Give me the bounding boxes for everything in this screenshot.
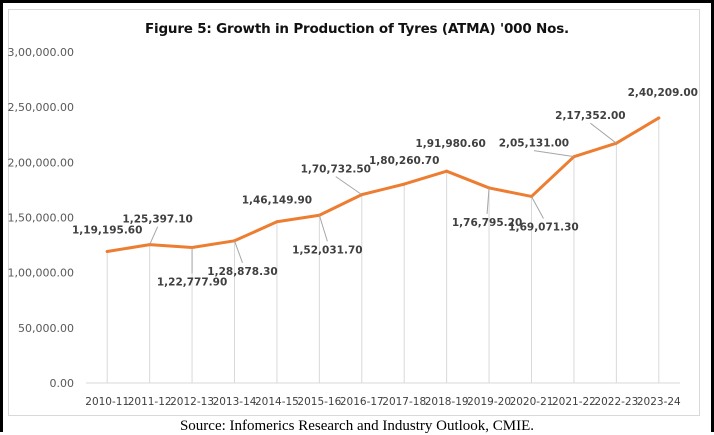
x-axis: 2010-112011-122012-132013-142014-152015-…	[85, 396, 681, 408]
leader-line	[590, 122, 617, 144]
leader-line	[318, 215, 328, 242]
x-tick-label: 2019-20	[467, 396, 511, 408]
y-tick-label: 2,50,000.00	[8, 101, 74, 114]
x-tick-label: 2014-15	[255, 396, 299, 408]
data-label: 2,40,209.00	[628, 87, 698, 99]
x-tick-label: 2020-21	[510, 396, 554, 408]
data-point	[402, 182, 406, 186]
y-tick-label: 2,00,000.00	[8, 156, 74, 169]
x-tick-label: 2021-22	[552, 396, 596, 408]
leader-lines	[149, 122, 617, 274]
data-label: 1,25,397.10	[122, 214, 192, 226]
series-line	[105, 116, 661, 253]
x-tick-label: 2016-17	[340, 396, 384, 408]
leader-line	[149, 226, 159, 245]
y-tick-label: 3,00,000.00	[8, 46, 74, 59]
chart-title: Figure 5: Growth in Production of Tyres …	[145, 21, 569, 37]
x-tick-label: 2012-13	[170, 396, 214, 408]
data-label: 2,05,131.00	[499, 138, 569, 150]
x-tick-label: 2022-23	[594, 396, 638, 408]
data-point	[657, 116, 661, 120]
x-tick-label: 2011-12	[128, 396, 172, 408]
leader-line	[533, 150, 575, 158]
data-point	[105, 249, 109, 253]
source-note: Source: Infomerics Research and Industry…	[179, 418, 535, 434]
data-label: 1,28,878.30	[207, 266, 277, 278]
series-production	[105, 116, 661, 253]
chart-area	[8, 9, 700, 416]
data-label: 1,46,149.90	[242, 195, 312, 207]
y-tick-label: 1,00,000.00	[8, 267, 74, 280]
y-tick-label: 0.00	[50, 377, 75, 390]
leader-line	[531, 196, 544, 219]
y-tick-label: 1,50,000.00	[8, 212, 74, 225]
leader-line	[335, 176, 363, 196]
data-label: 1,76,795.20	[452, 217, 522, 229]
data-labels: 1,19,195.601,25,397.10 1,22,777.901,28,87…	[72, 87, 698, 289]
x-tick-label: 2010-11	[85, 396, 129, 408]
leader-line	[486, 187, 490, 214]
y-axis: 0.00 50,000.00 1,00,000.00 1,50,000.00 2,00,…	[8, 46, 74, 390]
data-label: 1,19,195.60	[72, 224, 142, 236]
data-label: 2,17,352.00	[555, 110, 625, 122]
x-tick-label: 2017-18	[382, 396, 426, 408]
data-label: 1,52,031.70	[292, 244, 362, 256]
x-tick-label: 2023-24	[637, 396, 681, 408]
x-tick-label: 2013-14	[213, 396, 257, 408]
data-label: 1,22,777.90	[157, 277, 227, 289]
x-tick-label: 2015-16	[297, 396, 341, 408]
data-label: 1,80,260.70	[369, 155, 439, 167]
data-label: 1,69,071.30	[508, 221, 578, 233]
leader-line	[234, 240, 243, 263]
data-label: 1,91,980.60	[415, 138, 485, 150]
data-point	[445, 169, 449, 173]
y-tick-label: 50,000.00	[18, 322, 74, 335]
data-label: 1,70,732.50	[301, 164, 371, 176]
x-tick-label: 2018-19	[425, 396, 469, 408]
data-point	[275, 220, 279, 224]
